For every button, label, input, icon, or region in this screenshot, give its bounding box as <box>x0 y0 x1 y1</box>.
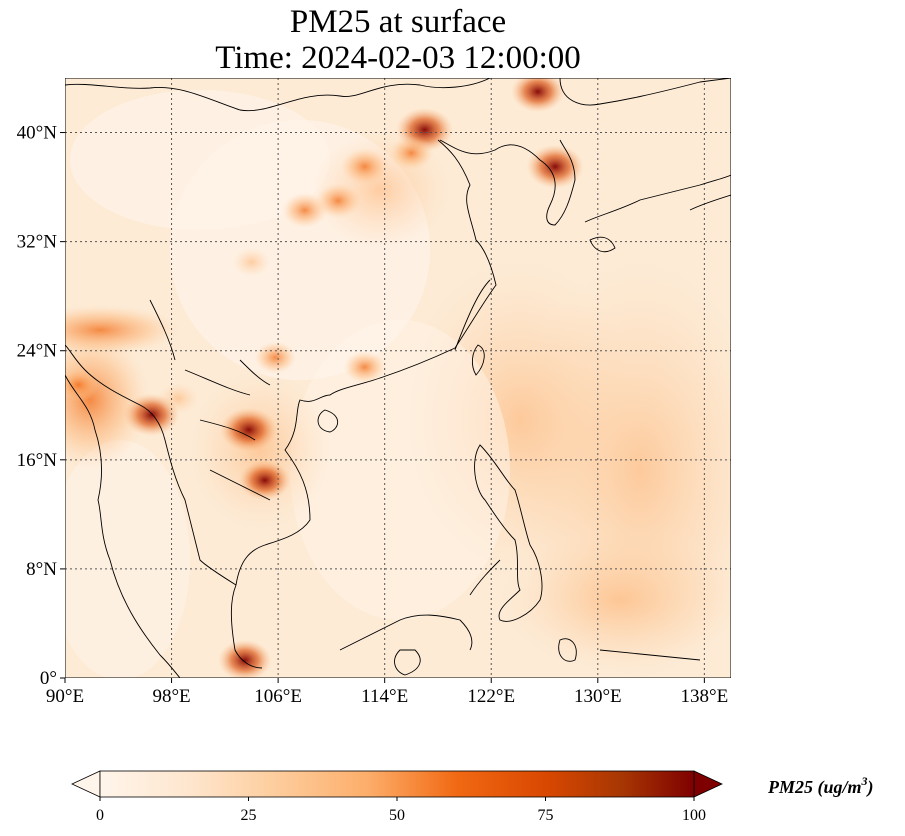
map-time-subtitle: Time: 2024-02-03 12:00:00 <box>215 40 581 76</box>
pm25-hotspot <box>218 639 272 678</box>
colorbar-over-arrow <box>693 770 723 798</box>
pm25-hotspot <box>231 247 271 278</box>
pm25-hotspot <box>65 368 100 402</box>
colorbar-label: PM25 (ug/m3) <box>767 774 874 798</box>
lat-tick-label: 32°N <box>17 232 58 253</box>
pm25-hotspot <box>343 350 387 384</box>
colorbar-ticks: 0 25 50 75 100 <box>96 797 706 824</box>
colorbar-tick-label: 50 <box>389 807 405 824</box>
colorbar-tick-label: 25 <box>241 807 257 824</box>
lat-tick-label: 16°N <box>17 450 58 471</box>
lat-tick-label: 40°N <box>17 123 58 144</box>
lon-tick-label: 138°E <box>681 686 729 707</box>
map-title: PM25 at surface <box>289 4 507 40</box>
colorbar-under-arrow <box>71 770 101 798</box>
colorbar-tick-label: 75 <box>538 807 554 824</box>
lat-axis: 0° 8°N 16°N 24°N 32°N 40°N <box>17 123 65 689</box>
pm25-hotspot <box>389 135 434 171</box>
colorbar-tick-label: 0 <box>96 807 104 824</box>
lat-tick-label: 8°N <box>26 559 57 580</box>
pm25-field <box>65 78 731 678</box>
lon-tick-label: 114°E <box>361 686 408 707</box>
graticule <box>65 78 731 678</box>
lon-tick-label: 90°E <box>46 686 84 707</box>
colorbar-tick-label: 100 <box>682 807 706 824</box>
pm25-hotspot <box>511 78 565 113</box>
pm25-hotspot <box>238 460 291 501</box>
pm25-hotspot <box>254 341 297 374</box>
pm25-hotspot <box>157 382 199 415</box>
pm25-hotspot <box>220 407 278 452</box>
coastlines <box>65 78 731 678</box>
lat-tick-label: 0° <box>40 668 57 689</box>
lat-tick-label: 24°N <box>17 341 58 362</box>
lon-axis: 90°E 98°E 106°E 114°E 122°E 130°E 138°E <box>46 678 728 707</box>
colorbar: 0 25 50 75 100 PM25 (ug/m3) <box>71 770 874 824</box>
lon-tick-label: 98°E <box>152 686 190 707</box>
colorbar-ramp <box>99 770 695 798</box>
lon-tick-label: 130°E <box>574 686 622 707</box>
pm25-hotspots <box>65 78 584 678</box>
lon-tick-label: 106°E <box>254 686 302 707</box>
pm25-hotspot <box>281 192 328 229</box>
pm25-hotspot <box>340 148 389 186</box>
lon-tick-label: 122°E <box>467 686 515 707</box>
